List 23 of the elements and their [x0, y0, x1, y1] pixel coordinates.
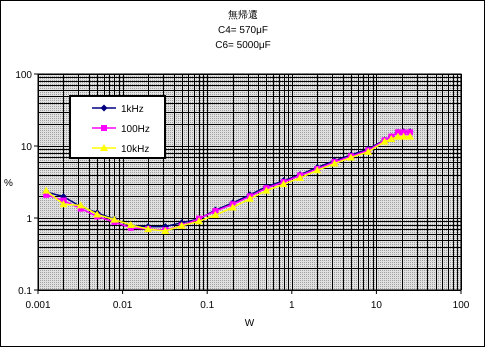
legend-label: 10kHz — [121, 144, 150, 155]
legend-label: 1kHz — [121, 104, 144, 115]
point — [59, 200, 68, 208]
point — [211, 211, 220, 218]
x-tick-label: 0.001 — [25, 300, 51, 311]
x-tick-label: 100 — [452, 300, 470, 311]
chart-subtitle: C4= 570μF C6= 5000μF — [215, 25, 271, 51]
chart-title: 無帰還 — [228, 9, 258, 21]
legend-label: 100Hz — [121, 124, 150, 135]
x-tick-label: 1 — [289, 300, 296, 311]
point — [296, 174, 304, 181]
point — [246, 194, 254, 202]
x-tick-label: 0.01 — [112, 300, 133, 311]
point — [262, 186, 270, 194]
y-tick-label: 100 — [15, 70, 32, 81]
y-tick-label: 1 — [26, 214, 32, 225]
x-tick-label: 10 — [370, 300, 382, 311]
x-axis-title: W — [244, 318, 255, 329]
y-tick-label: 0.1 — [18, 286, 32, 297]
point — [228, 203, 237, 210]
y-tick-label: 10 — [20, 142, 32, 153]
x-tick-label: 0.1 — [200, 300, 215, 311]
y-axis-title: % — [4, 178, 13, 189]
